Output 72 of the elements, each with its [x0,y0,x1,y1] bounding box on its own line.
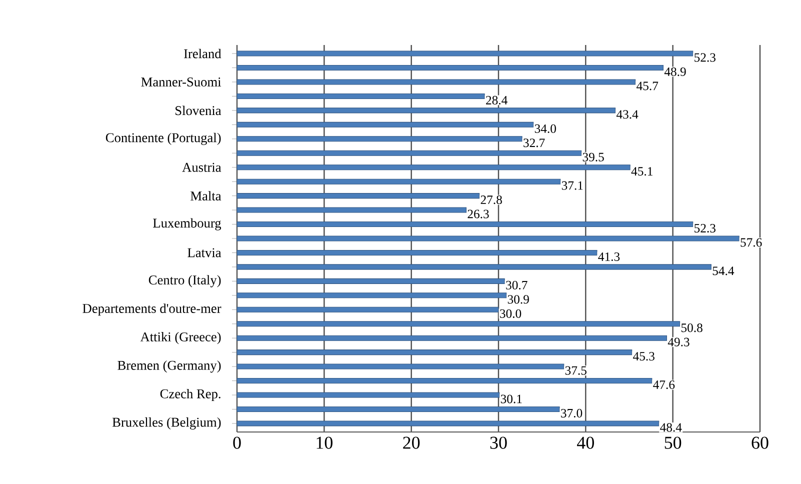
y-tick-label: Ireland [184,48,222,58]
bar [236,64,664,71]
y-tick-label: Malta [190,191,222,200]
bar [236,79,636,85]
bar [236,321,680,327]
bar [236,378,652,384]
bar [236,264,712,270]
y-tick-label: Continente (Portugal) [106,132,221,145]
data-label: 26.3 [468,210,489,218]
data-label: 54.4 [712,266,734,276]
y-tick-label: Luxembourg [153,218,222,230]
bar [236,221,694,228]
bar [236,122,534,128]
data-label: 39.5 [582,152,604,162]
data-label: 43.4 [616,110,638,119]
data-label: 32.7 [524,138,545,148]
bar [236,236,740,242]
x-tick-label: 0 [233,436,241,449]
x-tick-label: 40 [577,436,594,449]
data-label: 52.3 [694,53,716,62]
data-label: 48.4 [660,423,682,432]
x-tick-label: 50 [664,436,682,449]
y-tick-label: Departements d'outre-mer [82,304,222,316]
data-label: 47.6 [653,380,675,390]
data-label: 27.8 [480,196,502,204]
y-tick-label: Latvia [188,248,222,258]
bar [236,406,560,412]
data-label: 45.3 [633,352,654,361]
x-tick-label: 20 [403,436,420,449]
data-label: 34.0 [534,124,556,133]
bar [236,335,667,341]
bar [236,306,499,312]
bar [236,392,500,398]
bar [236,178,561,184]
data-label: 30.1 [500,394,522,404]
y-tick-label: Austria [182,162,222,172]
data-label: 28.4 [486,96,508,105]
data-label: 30.9 [508,295,529,304]
bar [236,292,507,298]
data-label: 57.6 [740,238,762,247]
data-label: 48.9 [664,67,686,76]
bar [236,350,632,356]
bar [236,278,505,284]
data-label: 37.5 [565,366,586,375]
bar [236,364,564,370]
bar [236,136,522,142]
data-label: 41.3 [598,252,620,262]
y-tick-label: Slovenia [176,106,222,116]
bar [236,50,694,56]
bar [236,108,616,114]
data-label: 49.3 [668,338,690,346]
data-label: 50.8 [681,324,702,332]
x-tick-label: 30 [490,436,507,449]
y-tick-label: Bruxelles (Belgium) [112,417,221,430]
y-tick-label: Attiki (Greece) [140,332,221,344]
x-tick-label: 10 [316,436,332,449]
y-tick-label: Czech Rep. [160,388,220,402]
data-label: 37.0 [561,408,582,418]
data-label: 52.3 [694,224,716,233]
data-label: 30.0 [500,309,522,318]
y-tick-label: Bremen (Germany) [118,360,221,373]
y-tick-label: Centro (Italy) [148,275,221,288]
bar [236,207,467,213]
data-label: 30.7 [506,280,528,290]
bar [236,420,660,426]
bar [236,250,598,256]
data-label: 45.7 [636,82,658,90]
data-label: 37.1 [562,181,583,190]
x-tick-label: 60 [752,436,768,449]
bar [236,164,630,170]
data-label: 45.1 [631,167,652,176]
y-tick-label: Manner-Suomi [141,78,222,86]
